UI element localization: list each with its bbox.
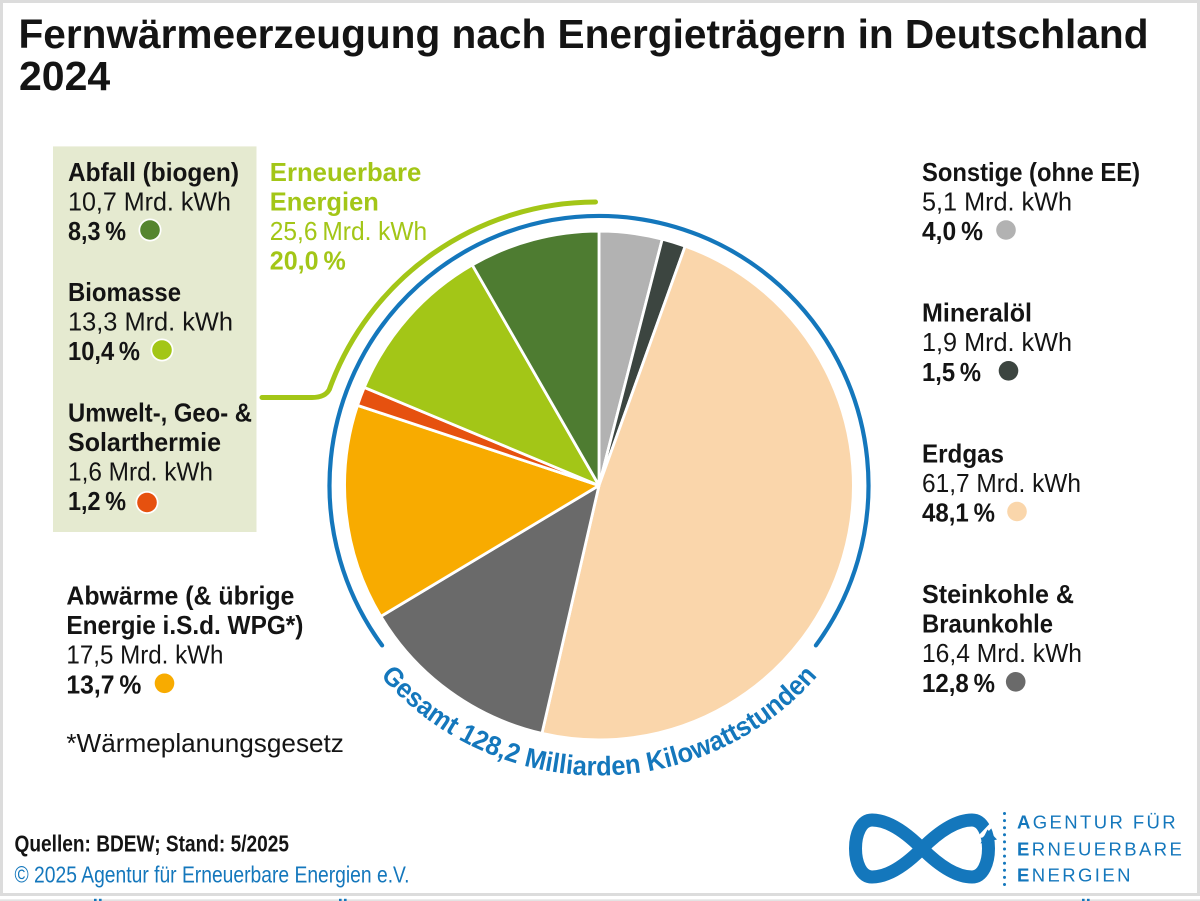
svg-text:1,5 %: 1,5 % xyxy=(922,357,981,387)
svg-text:13,7 %: 13,7 % xyxy=(66,669,141,699)
svg-text:Erneuerbare: Erneuerbare xyxy=(270,157,422,187)
svg-text:20,0 %: 20,0 % xyxy=(270,246,346,276)
svg-text:© 2025 Agentur für Erneuerbare: © 2025 Agentur für Erneuerbare Energien … xyxy=(15,861,410,887)
svg-text:25,6 Mrd. kWh: 25,6 Mrd. kWh xyxy=(270,216,427,246)
svg-text:1,6 Mrd. kWh: 1,6 Mrd. kWh xyxy=(68,457,213,487)
svg-text:1,2 %: 1,2 % xyxy=(68,486,126,516)
svg-text:Sonstige (ohne EE): Sonstige (ohne EE) xyxy=(922,157,1140,187)
svg-text:13,3 Mrd. kWh: 13,3 Mrd. kWh xyxy=(68,307,233,337)
svg-text:5,1 Mrd. kWh: 5,1 Mrd. kWh xyxy=(922,187,1072,217)
svg-text:Erdgas: Erdgas xyxy=(922,438,1004,468)
svg-text:Solarthermie: Solarthermie xyxy=(68,427,221,457)
svg-text:Abfall (biogen): Abfall (biogen) xyxy=(68,157,239,187)
svg-text:Biomasse: Biomasse xyxy=(68,277,181,307)
svg-text:ENERGIEN: ENERGIEN xyxy=(1017,865,1133,886)
svg-text:10,7 Mrd. kWh: 10,7 Mrd. kWh xyxy=(68,187,231,217)
svg-text:8,3 %: 8,3 % xyxy=(68,216,126,246)
svg-text:*Wärmeplanungsgesetz: *Wärmeplanungsgesetz xyxy=(66,728,344,758)
svg-text:61,7 Mrd. kWh: 61,7 Mrd. kWh xyxy=(922,468,1081,498)
svg-text:Steinkohle &: Steinkohle & xyxy=(922,579,1074,609)
svg-text:Mineralöl: Mineralöl xyxy=(922,298,1032,328)
svg-text:4,0 %: 4,0 % xyxy=(922,216,983,246)
svg-text:Umwelt-, Geo- &: Umwelt-, Geo- & xyxy=(68,397,252,427)
svg-text:ERNEUERBARE: ERNEUERBARE xyxy=(1017,839,1184,860)
svg-text:Braunkohle: Braunkohle xyxy=(922,609,1053,639)
svg-text:2024: 2024 xyxy=(19,53,110,99)
svg-text:Quellen: BDEW; Stand: 5/2025: Quellen: BDEW; Stand: 5/2025 xyxy=(15,831,290,857)
svg-text:16,4 Mrd. kWh: 16,4 Mrd. kWh xyxy=(922,638,1082,668)
svg-text:Energie i.S.d. WPG*): Energie i.S.d. WPG*) xyxy=(66,610,303,640)
svg-text:Fernwärmeerzeugung nach Energi: Fernwärmeerzeugung nach Energieträgern i… xyxy=(19,11,1149,57)
svg-text:17,5 Mrd. kWh: 17,5 Mrd. kWh xyxy=(66,640,223,670)
svg-text:10,4 %: 10,4 % xyxy=(68,336,140,366)
svg-text:1,9 Mrd. kWh: 1,9 Mrd. kWh xyxy=(922,327,1072,357)
svg-text:Energien: Energien xyxy=(270,187,379,217)
svg-text:48,1 %: 48,1 % xyxy=(922,498,995,528)
svg-text:Abwärme (& übrige: Abwärme (& übrige xyxy=(66,581,294,611)
svg-text:12,8 %: 12,8 % xyxy=(922,668,995,698)
svg-text:AGENTUR FÜR: AGENTUR FÜR xyxy=(1017,812,1178,833)
